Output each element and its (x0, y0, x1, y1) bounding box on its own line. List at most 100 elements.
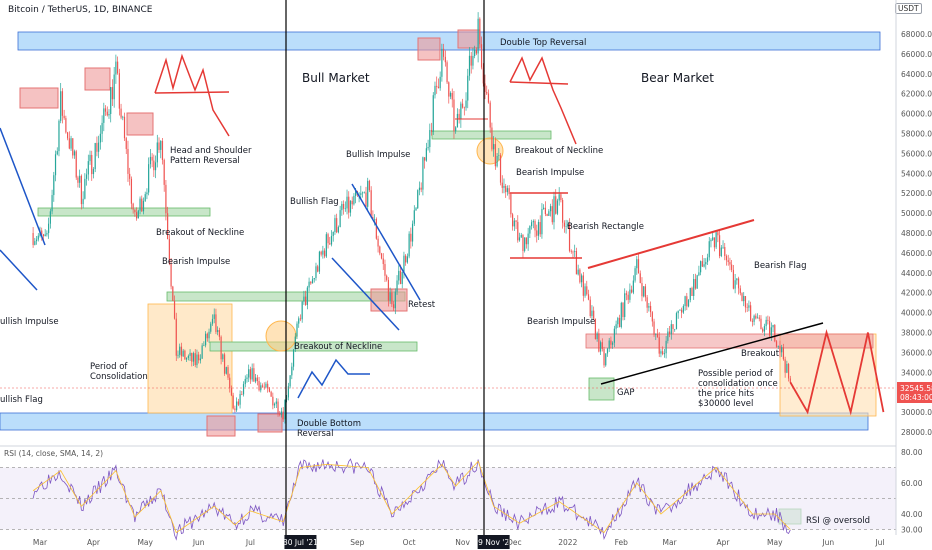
candle-body (239, 394, 241, 405)
candle-body (718, 235, 721, 257)
breakout-neckline-1: Breakout of Neckline (156, 228, 244, 238)
candle-body (548, 211, 550, 216)
candle-body (405, 255, 407, 263)
candle-body (111, 87, 114, 100)
candle-body (641, 283, 643, 297)
bear-market-label: Bear Market (641, 71, 714, 85)
candle-body (241, 394, 243, 395)
candle-body (603, 348, 605, 366)
candle-body (624, 293, 626, 317)
candle-body (748, 305, 750, 308)
candle-body (198, 354, 200, 361)
candle-body (441, 48, 443, 77)
candle-body (82, 198, 84, 205)
candle-body (46, 233, 48, 235)
breakout-label: Breakout (741, 349, 780, 359)
candle-body (310, 281, 312, 284)
candle-body (625, 293, 628, 295)
candle-body (675, 313, 678, 329)
candle-body (58, 120, 60, 152)
candle-body (298, 318, 300, 324)
candle-body (787, 363, 790, 379)
possible-label-3: the price hits (698, 389, 755, 399)
candle-body (482, 67, 484, 84)
candle-body (191, 352, 193, 362)
candle-body (767, 319, 769, 321)
candle-body (529, 226, 531, 234)
candle-body (248, 369, 250, 378)
candle-body (396, 280, 398, 292)
hs-label-1: Head and Shoulder (170, 146, 252, 156)
candle-body (146, 192, 148, 195)
candle-body (555, 196, 557, 214)
candle-body (477, 18, 479, 54)
candle-body (66, 132, 69, 139)
candle-body (593, 310, 595, 319)
price-tick-label: 64000.00 (901, 70, 932, 79)
candle-body (765, 319, 767, 327)
candle-body (172, 286, 174, 301)
candle-body (246, 377, 248, 379)
candle-body (334, 218, 336, 233)
candle-body (515, 220, 517, 222)
candle-body (736, 278, 738, 281)
candle-body (606, 348, 609, 354)
candle-body (544, 207, 546, 215)
candle-body (127, 148, 129, 174)
candle-body (401, 272, 403, 284)
candle-body (348, 196, 350, 213)
candle-body (687, 300, 690, 307)
candle-body (418, 187, 421, 191)
candle-body (375, 219, 377, 239)
double-bottom-1 (206, 415, 236, 437)
candle-body (660, 351, 662, 354)
candle-body (739, 288, 741, 294)
currency-badge[interactable]: USDT (895, 3, 922, 14)
price-axis[interactable]: 28000.0030000.0032000.0034000.0036000.00… (901, 30, 932, 437)
candle-body (686, 296, 688, 307)
double-top-sketch-neck (509, 81, 569, 85)
candle-body (403, 255, 405, 273)
time-tick-label: Oct (403, 538, 416, 547)
candle-body (199, 358, 202, 361)
candle-body (410, 233, 412, 242)
candle-body (303, 296, 305, 302)
candle-body (389, 292, 391, 301)
candle-body (329, 243, 331, 245)
candle-body (120, 108, 122, 118)
candle-body (565, 226, 567, 227)
candle-body (543, 207, 545, 209)
candle-body (539, 222, 541, 235)
candle-body (779, 346, 781, 353)
candle-body (496, 155, 498, 167)
candle-body (432, 95, 434, 132)
candle-body (553, 196, 555, 223)
candle-body (737, 278, 740, 289)
price-tick-label: 40000.00 (901, 309, 932, 318)
candle-body (223, 354, 226, 374)
candle-body (215, 314, 217, 332)
candle-body (351, 200, 353, 205)
candle-body (96, 143, 98, 152)
time-tick-label: Dec (507, 538, 522, 547)
candle-body (572, 251, 574, 253)
time-axis[interactable]: Mar Apr May Jun Jul 30 Jul '21 Sep Oct Nov 19 Nov… (33, 535, 885, 549)
candle-body (141, 198, 143, 212)
candle-body (251, 368, 253, 380)
candle-body (584, 286, 586, 296)
candle-body (77, 177, 79, 183)
candle-body (443, 48, 445, 57)
candle-body (517, 221, 519, 241)
candle-body (399, 270, 402, 284)
candle-body (44, 234, 46, 237)
time-tick-label: 2022 (558, 538, 577, 547)
candle-body (337, 227, 340, 233)
candle-body (698, 272, 700, 276)
candle-body (158, 142, 160, 150)
candle-body (751, 320, 753, 322)
candle-body (596, 333, 598, 340)
candle-body (755, 315, 757, 319)
candles (32, 12, 791, 424)
candle-body (684, 296, 686, 307)
